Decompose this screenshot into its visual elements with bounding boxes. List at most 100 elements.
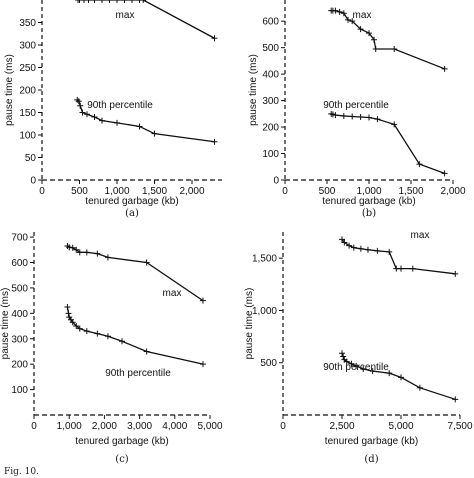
y-tick-label: 200 xyxy=(19,86,36,97)
series-90th-percentile: 90th percentile xyxy=(64,303,206,379)
y-tick-label: 400 xyxy=(11,309,28,320)
data-point xyxy=(73,323,80,330)
data-point xyxy=(332,7,339,14)
data-point xyxy=(346,242,353,249)
data-point xyxy=(91,0,98,3)
data-point xyxy=(94,330,101,337)
data-point xyxy=(371,36,378,43)
data-point xyxy=(349,113,356,120)
y-tick-label: 300 xyxy=(262,96,279,107)
data-point xyxy=(99,0,105,3)
series-label: 90th percentile xyxy=(87,100,153,111)
data-point xyxy=(65,310,72,317)
y-tick-label: 500 xyxy=(11,283,28,294)
data-point xyxy=(386,370,393,377)
x-axis-label: tenured garbage (kb) xyxy=(85,196,178,207)
x-tick-label: 1,500 xyxy=(398,186,423,197)
data-point xyxy=(369,368,376,375)
data-point xyxy=(353,362,360,369)
data-point xyxy=(75,0,81,3)
chart-panel-2: 0 500 1,000 1,500 2,000 0 100 200 300 400 500 600 te… xyxy=(248,0,466,219)
data-point xyxy=(76,325,83,332)
x-tick-label: 0 xyxy=(282,186,288,197)
y-tick-label: 600 xyxy=(262,17,279,28)
data-point xyxy=(348,360,355,367)
y-tick-label: 200 xyxy=(262,123,279,134)
x-tick-label: 0 xyxy=(280,421,286,432)
y-tick-label: 400 xyxy=(262,70,279,81)
data-point xyxy=(416,384,423,391)
x-axis-label: tenured garbage (kb) xyxy=(75,436,168,447)
data-point xyxy=(83,328,90,335)
data-point xyxy=(129,0,135,3)
x-tick-label: 2,000 xyxy=(179,186,204,197)
data-point xyxy=(91,114,98,120)
y-tick-label: 100 xyxy=(11,385,28,396)
data-point xyxy=(357,114,364,120)
data-point xyxy=(104,254,111,261)
data-point xyxy=(340,353,347,360)
data-point xyxy=(73,246,80,253)
data-point xyxy=(391,121,398,128)
data-point xyxy=(452,396,459,403)
series-90th-percentile: 90th percentile xyxy=(323,100,448,177)
data-point xyxy=(366,114,372,121)
x-tick-label: 7,500 xyxy=(447,421,472,432)
y-axis-label: pause time (ms) xyxy=(4,54,15,126)
x-tick-label: 500 xyxy=(71,186,88,197)
x-tick-label: 1,000 xyxy=(57,421,82,432)
data-point xyxy=(332,112,339,119)
y-tick-label: 250 xyxy=(19,63,36,74)
data-point xyxy=(99,117,105,124)
data-point xyxy=(121,0,128,3)
x-tick-label: 500 xyxy=(319,186,336,197)
data-point xyxy=(340,10,347,17)
y-tick-label: 500 xyxy=(260,358,277,369)
y-tick-label: 200 xyxy=(11,360,28,371)
series-label: max xyxy=(353,10,372,21)
series-line xyxy=(66,306,204,365)
data-point xyxy=(199,361,206,368)
series-label: 90th percentile xyxy=(323,362,389,373)
data-point xyxy=(374,116,381,123)
data-point xyxy=(364,246,371,253)
y-axis-label: pause time (ms) xyxy=(248,54,259,126)
x-tick-label: 0 xyxy=(39,186,45,197)
panel-label: (d) xyxy=(364,454,378,465)
data-point xyxy=(391,45,398,52)
data-point xyxy=(360,365,367,372)
data-point xyxy=(409,265,416,272)
x-tick-label: 2,000 xyxy=(440,186,465,197)
data-point xyxy=(114,0,120,3)
x-tick-label: 0 xyxy=(31,421,37,432)
data-point xyxy=(69,244,76,251)
figure-caption: Fig. 10. xyxy=(4,467,39,477)
y-axis-label: pause time (ms) xyxy=(244,288,255,360)
data-point xyxy=(136,123,143,130)
y-tick-label: 0 xyxy=(273,176,279,187)
series-max: max xyxy=(328,7,448,72)
y-tick-label: 300 xyxy=(19,41,36,52)
y-axis-label: pause time (ms) xyxy=(0,288,11,360)
data-point xyxy=(119,338,125,345)
data-point xyxy=(372,45,379,52)
data-point xyxy=(76,0,83,3)
chart-panel-3: 0 1,000 2,000 3,000 4,000 5,000 100 200 300 400 50… xyxy=(0,232,223,465)
data-point xyxy=(416,161,423,168)
series-max: max xyxy=(339,230,459,277)
panel-label: (b) xyxy=(362,208,376,219)
data-point xyxy=(76,249,83,256)
data-point xyxy=(339,236,345,243)
data-point xyxy=(398,374,404,381)
series-line xyxy=(67,245,204,302)
data-point xyxy=(441,65,448,72)
y-tick-label: 1,500 xyxy=(252,254,277,265)
data-point xyxy=(336,8,343,15)
y-tick-label: 0 xyxy=(30,176,36,187)
data-point xyxy=(340,112,347,119)
data-point xyxy=(366,30,372,37)
y-tick-label: 1,000 xyxy=(252,306,277,317)
data-point xyxy=(386,248,393,255)
data-point xyxy=(357,26,364,33)
